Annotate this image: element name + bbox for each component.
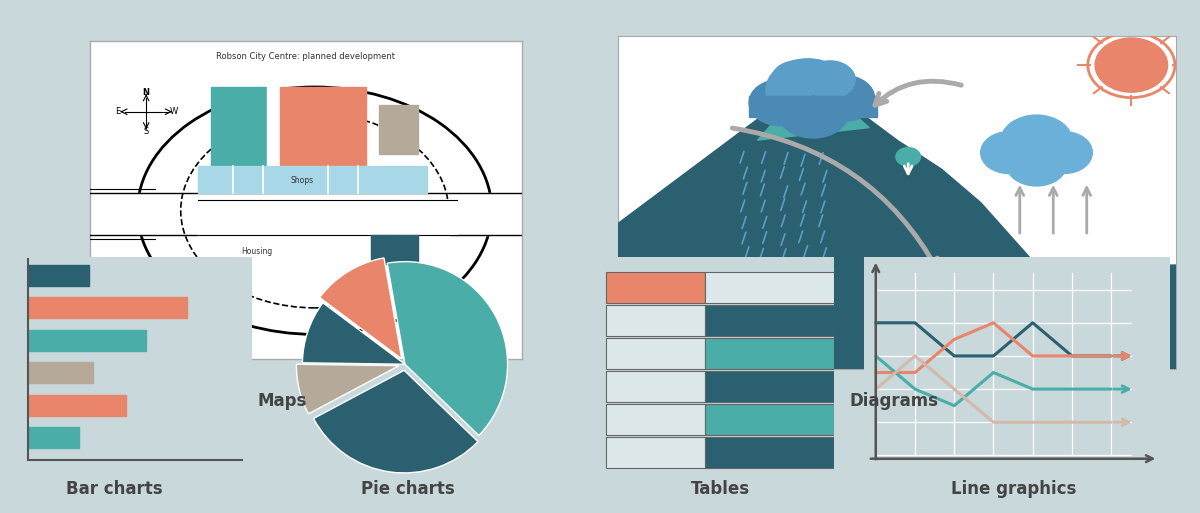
Bar	[90, 193, 522, 235]
Text: S: S	[144, 127, 149, 135]
Text: Line graphics: Line graphics	[952, 480, 1076, 498]
Bar	[198, 167, 427, 193]
Polygon shape	[925, 265, 1176, 369]
Circle shape	[772, 61, 822, 98]
Bar	[749, 96, 877, 117]
Bar	[28, 330, 146, 351]
Circle shape	[1037, 132, 1092, 173]
Circle shape	[1001, 115, 1073, 169]
Text: Maps: Maps	[257, 392, 307, 410]
Bar	[704, 305, 834, 336]
Bar	[28, 297, 187, 319]
Polygon shape	[618, 77, 1176, 369]
Wedge shape	[296, 364, 400, 414]
Text: E: E	[115, 107, 121, 116]
Bar	[704, 371, 834, 402]
Bar	[28, 265, 89, 286]
Circle shape	[980, 132, 1037, 173]
Bar	[28, 394, 126, 416]
Text: Housing: Housing	[241, 247, 272, 256]
Text: W: W	[170, 107, 179, 116]
Text: Diagrams: Diagrams	[850, 392, 938, 410]
Wedge shape	[302, 303, 406, 364]
Bar	[198, 235, 449, 271]
Text: Bar charts: Bar charts	[66, 480, 162, 498]
Text: Shops: Shops	[290, 176, 313, 185]
Circle shape	[896, 148, 920, 166]
Text: Tables: Tables	[690, 480, 750, 498]
Bar	[606, 437, 704, 468]
Circle shape	[1096, 38, 1168, 92]
Bar	[704, 437, 834, 468]
Bar	[606, 338, 704, 369]
Circle shape	[1006, 140, 1067, 186]
Bar	[28, 427, 79, 448]
Circle shape	[766, 59, 850, 122]
Circle shape	[778, 84, 850, 138]
Bar	[211, 87, 268, 186]
Bar	[704, 404, 834, 436]
Bar	[606, 305, 704, 336]
Bar	[280, 87, 366, 186]
Bar	[371, 235, 419, 264]
Bar	[28, 362, 94, 383]
Bar	[606, 271, 704, 303]
Wedge shape	[319, 258, 402, 359]
Bar	[704, 338, 834, 369]
FancyArrowPatch shape	[732, 128, 937, 270]
Circle shape	[814, 75, 875, 122]
Circle shape	[749, 80, 810, 126]
Circle shape	[805, 61, 856, 98]
Bar	[606, 371, 704, 402]
Text: Pie charts: Pie charts	[361, 480, 455, 498]
Wedge shape	[313, 370, 478, 473]
Bar	[379, 105, 419, 154]
Bar	[198, 200, 457, 235]
Bar	[606, 404, 704, 436]
Polygon shape	[757, 77, 869, 140]
Polygon shape	[785, 77, 841, 111]
FancyArrowPatch shape	[875, 81, 961, 105]
Text: N: N	[143, 88, 150, 97]
Wedge shape	[388, 262, 508, 436]
Bar	[704, 271, 834, 303]
Text: Robson City Centre: planned development: Robson City Centre: planned development	[216, 52, 396, 61]
Bar	[268, 87, 280, 186]
